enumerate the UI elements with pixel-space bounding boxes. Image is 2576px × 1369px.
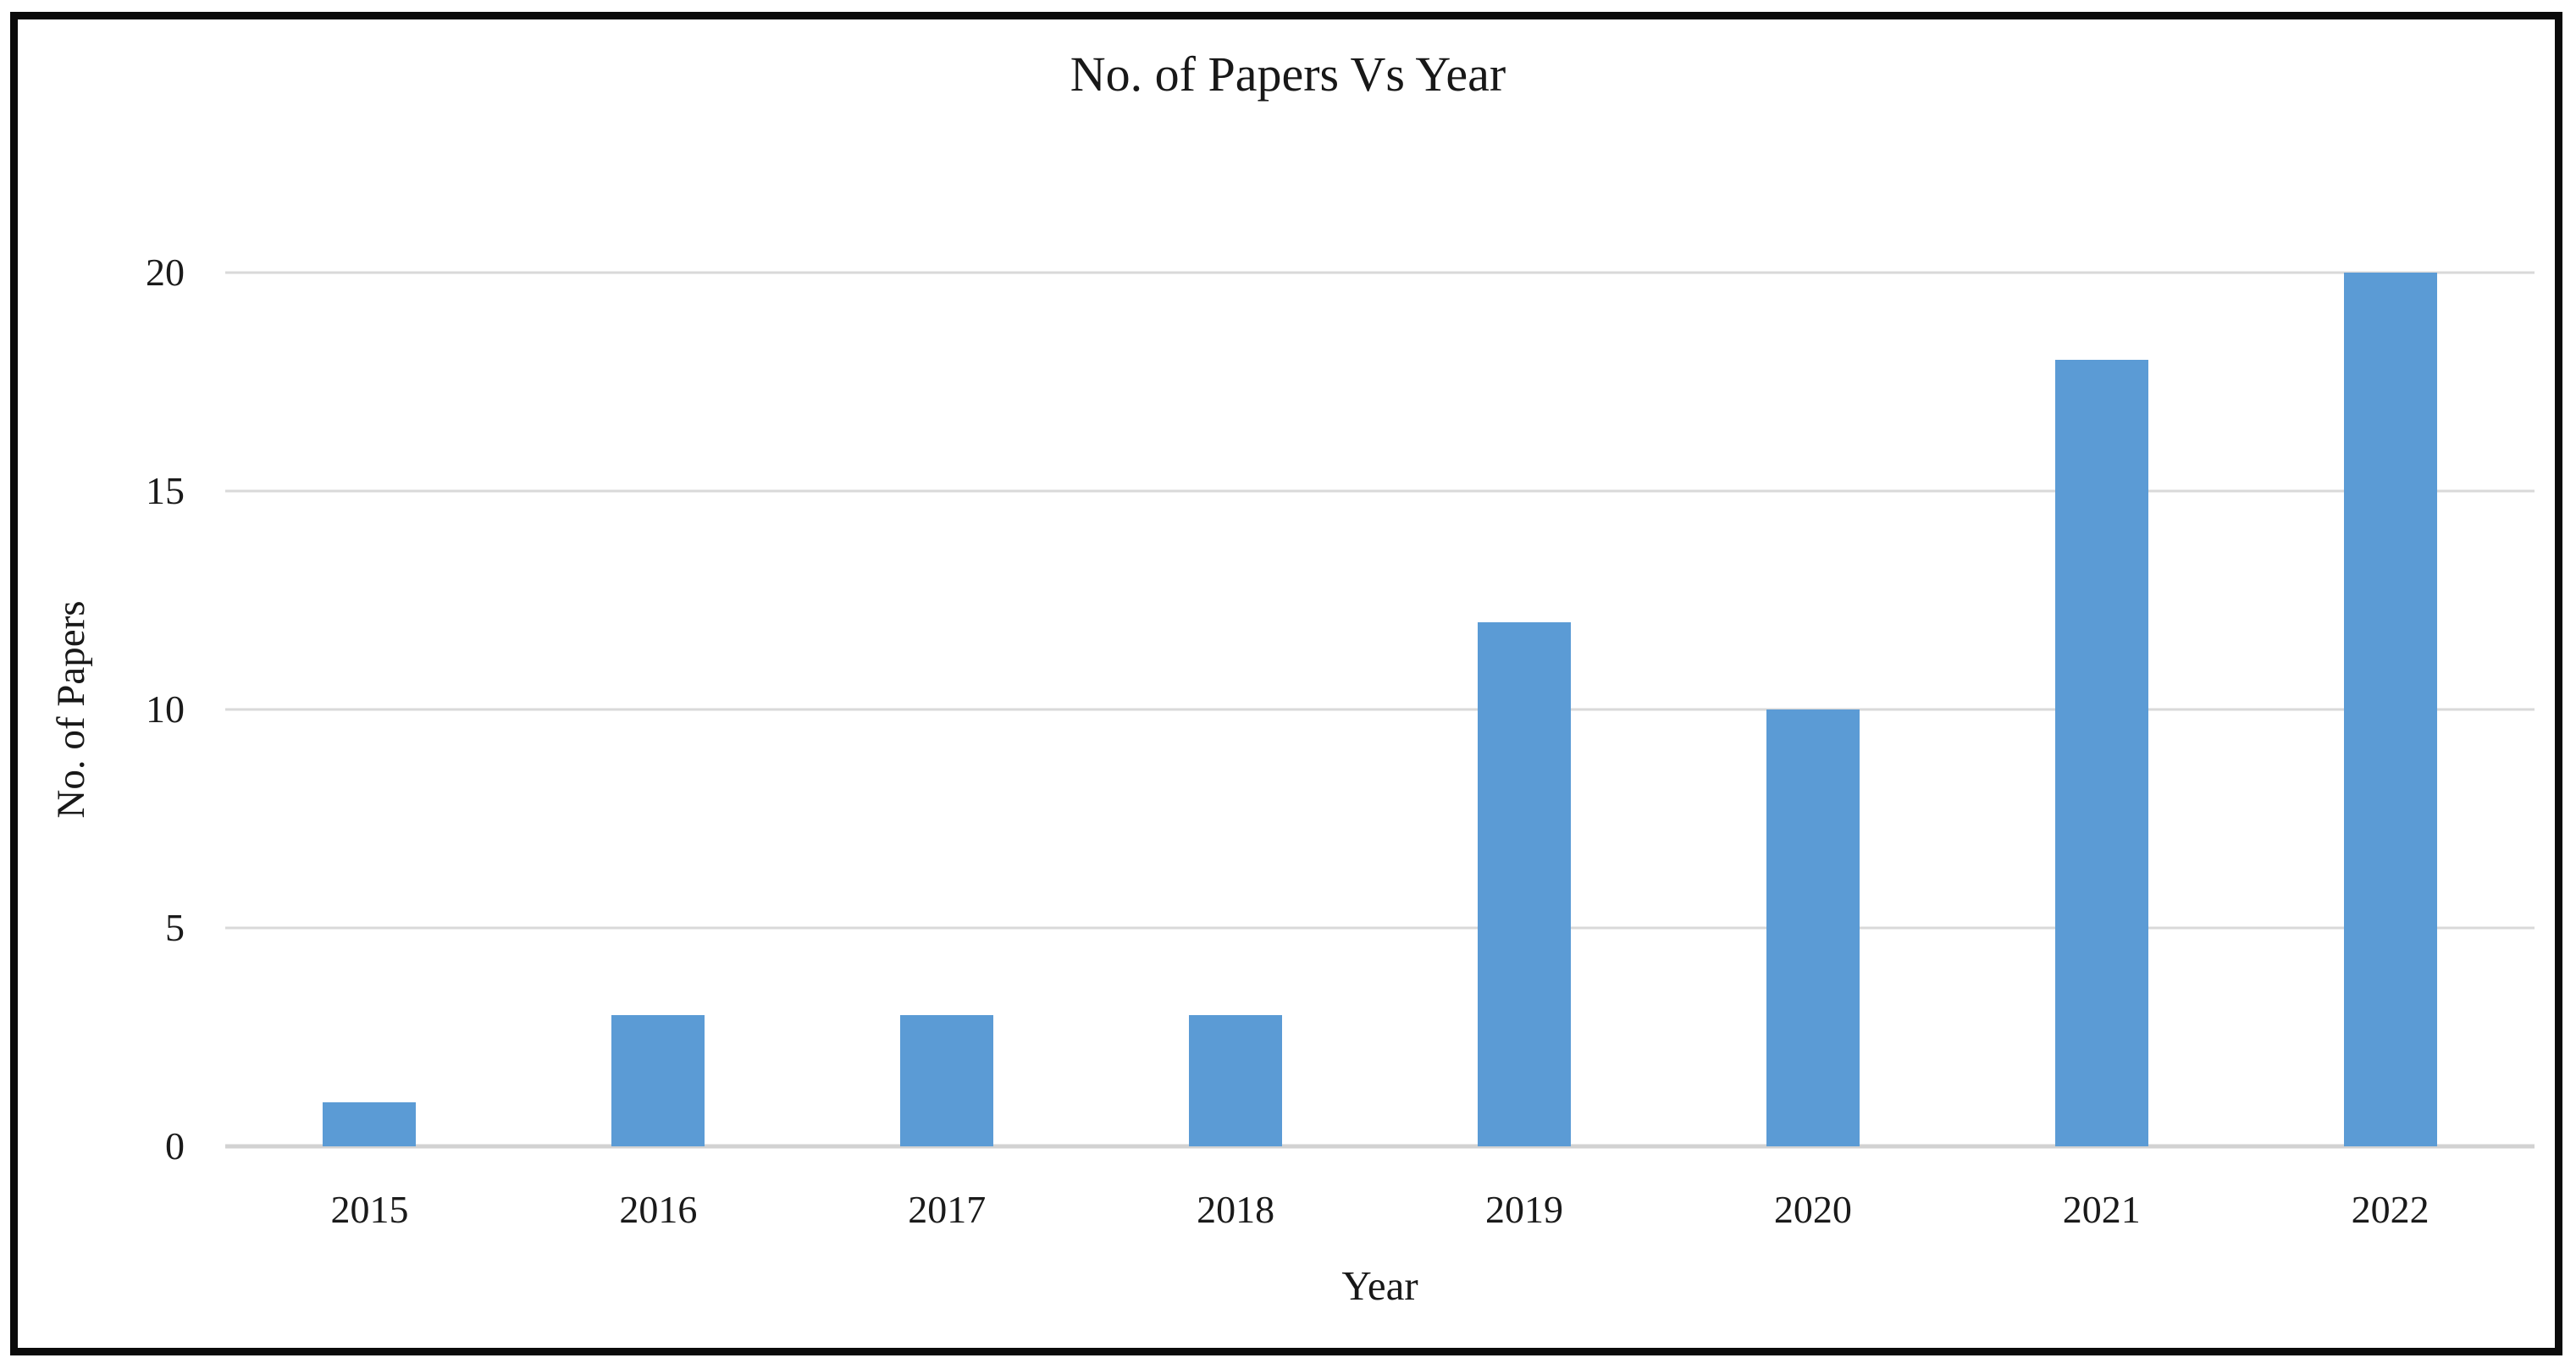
y-tick-label: 0: [165, 1124, 185, 1168]
y-tick-label: 15: [146, 469, 185, 512]
x-axis-tick-labels: 2015 2016 2017 2018 2019 2020 2021 2022: [225, 1185, 2535, 1239]
x-tick-label: 2017: [908, 1188, 987, 1231]
bar-2018: [1189, 1015, 1283, 1146]
gridline: [225, 271, 2535, 274]
chart-title: No. of Papers Vs Year: [1070, 47, 1506, 102]
plot-area: [225, 271, 2535, 1149]
y-tick-label: 20: [146, 251, 185, 294]
bar-2016: [611, 1015, 705, 1146]
x-axis-title: Year: [1341, 1262, 1418, 1309]
x-tick-label: 2019: [1484, 1188, 1563, 1231]
bar-2020: [1766, 709, 1860, 1146]
x-tick-label: 2021: [2062, 1188, 2141, 1231]
x-tick-label: 2022: [2351, 1188, 2430, 1231]
gridline: [225, 926, 2535, 930]
x-tick-label: 2020: [1773, 1188, 1852, 1231]
bar-2021: [2054, 360, 2148, 1146]
x-tick-label: 2016: [619, 1188, 698, 1231]
bar-2015: [323, 1102, 417, 1146]
y-tick-label: 10: [146, 687, 185, 731]
y-tick-label: 5: [165, 906, 185, 949]
bar-2019: [1477, 621, 1571, 1146]
y-axis-tick-labels: 0 5 10 15 20: [76, 253, 185, 1166]
x-tick-label: 2015: [330, 1188, 409, 1231]
bar-2022: [2343, 273, 2437, 1146]
x-tick-label: 2018: [1197, 1188, 1275, 1231]
gridline: [225, 489, 2535, 493]
x-axis-line: [225, 1144, 2535, 1149]
bar-2017: [900, 1015, 994, 1146]
gridline: [225, 708, 2535, 711]
